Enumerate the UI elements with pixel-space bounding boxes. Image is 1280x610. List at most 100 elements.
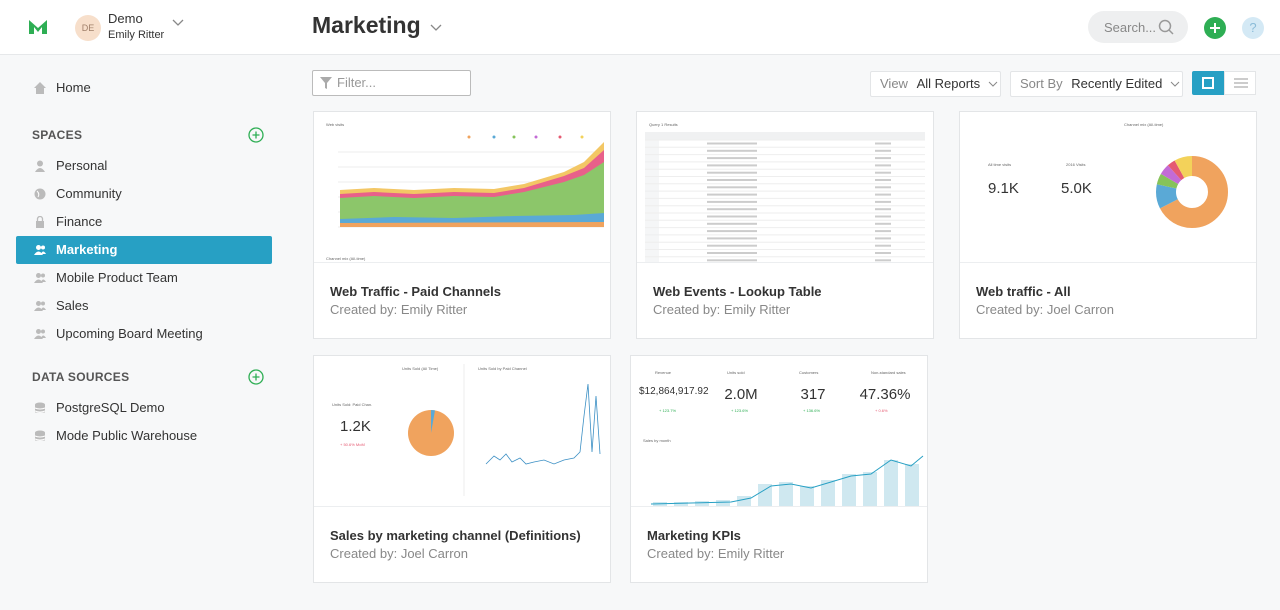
cell-text bbox=[875, 237, 891, 240]
cell-text bbox=[707, 244, 757, 247]
kpi-label: 2016 Visits bbox=[1066, 162, 1086, 167]
dropdown-value: All Reports bbox=[916, 76, 981, 91]
nav-icon bbox=[34, 301, 46, 311]
thumb-heading: Web visits bbox=[326, 122, 345, 127]
add-space[interactable] bbox=[248, 127, 264, 143]
bar bbox=[737, 496, 751, 506]
nav-label: Mobile Product Team bbox=[56, 270, 178, 285]
table-preview bbox=[645, 132, 925, 262]
bar bbox=[800, 486, 814, 506]
cell-text bbox=[875, 186, 891, 189]
nav-icon bbox=[34, 188, 46, 200]
nav-icon bbox=[36, 216, 44, 228]
donut-chart bbox=[1156, 156, 1228, 228]
report-card[interactable]: Units Sold (All Time) Units Sold by Paid… bbox=[313, 355, 611, 583]
help-button[interactable]: ? bbox=[1242, 17, 1264, 39]
section-heading: SPACES bbox=[32, 128, 83, 142]
nav-item[interactable]: Marketing bbox=[16, 236, 272, 264]
nav-item[interactable]: Mode Public Warehouse bbox=[16, 422, 272, 450]
nav-label: Marketing bbox=[56, 242, 118, 257]
cell-text bbox=[707, 259, 757, 262]
bar bbox=[758, 484, 772, 506]
new-button[interactable] bbox=[1204, 17, 1226, 39]
space-name[interactable]: Demo bbox=[108, 11, 143, 26]
avatar[interactable]: DE bbox=[75, 15, 101, 41]
logo[interactable] bbox=[28, 18, 48, 36]
list-view-toggle[interactable] bbox=[1224, 71, 1256, 95]
search-box[interactable]: Search... bbox=[1088, 11, 1188, 43]
sort-dropdown[interactable]: Sort By Recently Edited bbox=[1010, 71, 1183, 97]
cell-text bbox=[707, 200, 757, 203]
pie-and-line bbox=[408, 364, 601, 496]
home-link[interactable]: Home bbox=[16, 74, 272, 102]
user-name[interactable]: Emily Ritter bbox=[108, 29, 165, 41]
dropdown-label: Sort By bbox=[1020, 76, 1063, 91]
nav-icon bbox=[34, 245, 46, 255]
nav-icon bbox=[34, 402, 46, 413]
home-icon bbox=[34, 82, 46, 94]
nav-item[interactable]: Sales bbox=[16, 292, 272, 320]
cell-text bbox=[875, 149, 891, 152]
cell-text bbox=[707, 157, 757, 160]
report-card[interactable]: Revenue $12,864,917.92 + 123.7% Units sold 2… bbox=[630, 355, 928, 583]
report-title[interactable]: Web traffic - All bbox=[976, 284, 1071, 299]
kpi-label: Revenue bbox=[655, 370, 672, 375]
cell-text bbox=[875, 193, 891, 196]
kpi-change: + 50.6% MoM bbox=[340, 442, 365, 447]
cell-text bbox=[875, 179, 891, 181]
bar bbox=[884, 460, 898, 506]
thumb-heading: Units Sold by Paid Channel bbox=[478, 366, 527, 371]
cell-text bbox=[875, 252, 891, 254]
section-heading: DATA SOURCES bbox=[32, 370, 130, 384]
nav-item[interactable]: PostgreSQL Demo bbox=[16, 394, 272, 422]
report-card[interactable]: Query 1 Results Web Events - Lookup Tabl… bbox=[636, 111, 934, 339]
kpi-change: + 0.6% bbox=[875, 408, 888, 413]
nav-label: Sales bbox=[56, 298, 89, 313]
grid-view-toggle[interactable] bbox=[1192, 71, 1224, 95]
dropdown-value: Recently Edited bbox=[1071, 76, 1163, 91]
report-title[interactable]: Marketing KPIs bbox=[647, 528, 741, 543]
cell-text bbox=[707, 171, 757, 174]
chevron bbox=[988, 81, 998, 87]
chevron[interactable] bbox=[430, 24, 442, 32]
report-card[interactable]: Web visits Channel mix (All-time) Web Tr… bbox=[313, 111, 611, 339]
bar bbox=[905, 464, 919, 506]
nav-item[interactable]: Upcoming Board Meeting bbox=[16, 320, 272, 348]
filter-box[interactable]: Filter... bbox=[312, 70, 471, 96]
nav-item[interactable]: Mobile Product Team bbox=[16, 264, 272, 292]
chevron[interactable] bbox=[172, 19, 184, 27]
report-title[interactable]: Web Traffic - Paid Channels bbox=[330, 284, 501, 299]
thumb-footer: Channel mix (All-time) bbox=[326, 256, 366, 261]
thumb-heading: Units Sold (All Time) bbox=[402, 366, 439, 371]
dropdown-label: View bbox=[880, 76, 908, 91]
kpi-value: 1.2K bbox=[340, 418, 371, 435]
page-title: Marketing bbox=[312, 12, 421, 38]
nav-icon bbox=[35, 160, 45, 172]
cell-text bbox=[875, 215, 891, 218]
nav-label: Upcoming Board Meeting bbox=[56, 326, 203, 341]
kpi-change: + 136.6% bbox=[803, 408, 821, 413]
bar-line-chart bbox=[650, 455, 924, 506]
thumbnail: Channel mix (All-time) All time visits 9… bbox=[960, 112, 1256, 263]
report-card[interactable]: Channel mix (All-time) All time visits 9… bbox=[959, 111, 1257, 339]
nav-item[interactable]: Personal bbox=[16, 152, 272, 180]
thumbnail: Units Sold (All Time) Units Sold by Paid… bbox=[314, 356, 610, 507]
cell-text bbox=[707, 252, 757, 254]
top-bar: DE Demo Emily Ritter Marketing Search...… bbox=[0, 0, 1280, 55]
bar bbox=[695, 501, 709, 506]
view-dropdown[interactable]: View All Reports bbox=[870, 71, 1001, 97]
add-data-source[interactable] bbox=[248, 369, 264, 385]
cell-text bbox=[875, 244, 891, 247]
bar bbox=[779, 482, 793, 506]
report-title[interactable]: Sales by marketing channel (Definitions) bbox=[330, 528, 581, 543]
cell-text bbox=[875, 171, 891, 174]
kpi-label: Customers bbox=[799, 370, 819, 375]
kpi-value: 317 bbox=[800, 386, 826, 403]
report-title[interactable]: Web Events - Lookup Table bbox=[653, 284, 822, 299]
nav-item[interactable]: Finance bbox=[16, 208, 272, 236]
report-author: Created by: Emily Ritter bbox=[647, 546, 785, 561]
cell-text bbox=[707, 237, 757, 240]
nav-item[interactable]: Community bbox=[16, 180, 272, 208]
cell-text bbox=[707, 142, 757, 145]
